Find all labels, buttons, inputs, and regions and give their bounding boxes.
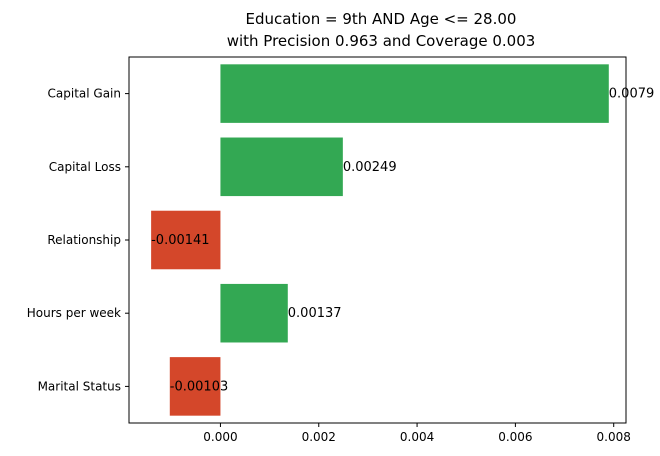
bars-group	[151, 64, 609, 416]
x-axis: 0.000 0.002 0.004 0.006 0.008	[203, 423, 631, 444]
plot-frame	[128, 56, 627, 424]
data-labels-group: 0.0079 0.00249 -0.00141 0.00137 -0.00103	[151, 87, 654, 395]
data-label: 0.00137	[288, 306, 342, 321]
chart-title-line-1: Education = 9th AND Age <= 28.00	[246, 10, 517, 28]
y-axis: Capital Gain Capital Loss Relationship Hour…	[27, 87, 129, 393]
y-tick-label: Relationship	[47, 233, 121, 247]
x-tick-label: 0.000	[203, 430, 237, 444]
y-tick-label: Capital Loss	[49, 160, 121, 174]
y-tick-label: Hours per week	[27, 306, 121, 320]
x-tick-label: 0.006	[498, 430, 532, 444]
data-label: 0.0079	[609, 87, 655, 102]
x-tick-label: 0.004	[400, 430, 434, 444]
bar	[220, 283, 288, 343]
y-tick-label: Capital Gain	[48, 87, 121, 101]
data-label: 0.00249	[343, 160, 397, 175]
bar	[169, 357, 221, 416]
bar	[220, 137, 343, 197]
x-tick-label: 0.008	[597, 430, 631, 444]
data-label: -0.00141	[151, 233, 209, 248]
y-tick-label: Marital Status	[38, 379, 121, 393]
bar	[220, 64, 609, 123]
bar	[151, 210, 221, 270]
chart-title-line-2: with Precision 0.963 and Coverage 0.003	[227, 32, 536, 50]
x-tick-label: 0.002	[302, 430, 336, 444]
data-label: -0.00103	[170, 379, 228, 394]
